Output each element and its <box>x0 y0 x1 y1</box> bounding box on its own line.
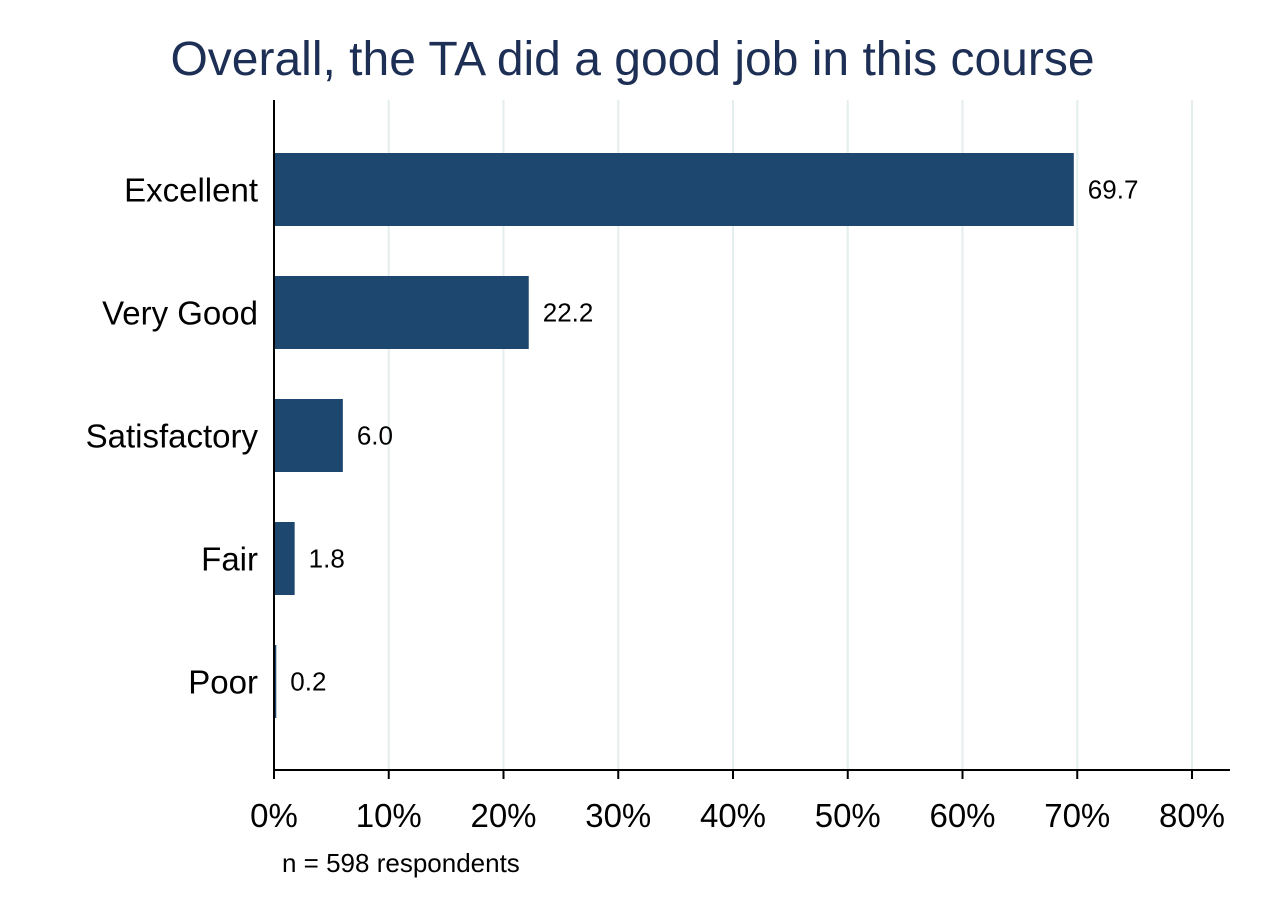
value-label-2: 6.0 <box>357 421 393 451</box>
category-label-2: Satisfactory <box>86 418 259 455</box>
value-label-4: 0.2 <box>290 667 326 697</box>
respondent-count-note: n = 598 respondents <box>282 848 520 878</box>
x-tick-label-6: 60% <box>929 797 995 834</box>
x-tick-label-8: 80% <box>1159 797 1225 834</box>
x-tick-label-1: 10% <box>356 797 422 834</box>
bar-1 <box>274 276 529 349</box>
x-tick-label-7: 70% <box>1044 797 1110 834</box>
category-label-3: Fair <box>201 541 258 578</box>
x-tick-label-0: 0% <box>250 797 298 834</box>
x-tick-label-3: 30% <box>585 797 651 834</box>
bar-4 <box>274 645 277 718</box>
bar-2 <box>274 399 343 472</box>
category-label-0: Excellent <box>124 172 258 209</box>
x-tick-label-2: 20% <box>470 797 536 834</box>
category-label-1: Very Good <box>102 295 258 332</box>
bar-3 <box>274 522 295 595</box>
bar-0 <box>274 153 1074 226</box>
value-label-1: 22.2 <box>543 298 594 328</box>
value-label-3: 1.8 <box>309 544 345 574</box>
value-label-0: 69.7 <box>1088 175 1139 205</box>
x-tick-label-5: 50% <box>815 797 881 834</box>
category-label-4: Poor <box>188 664 258 701</box>
x-tick-label-4: 40% <box>700 797 766 834</box>
chart-title: Overall, the TA did a good job in this c… <box>170 33 1095 86</box>
